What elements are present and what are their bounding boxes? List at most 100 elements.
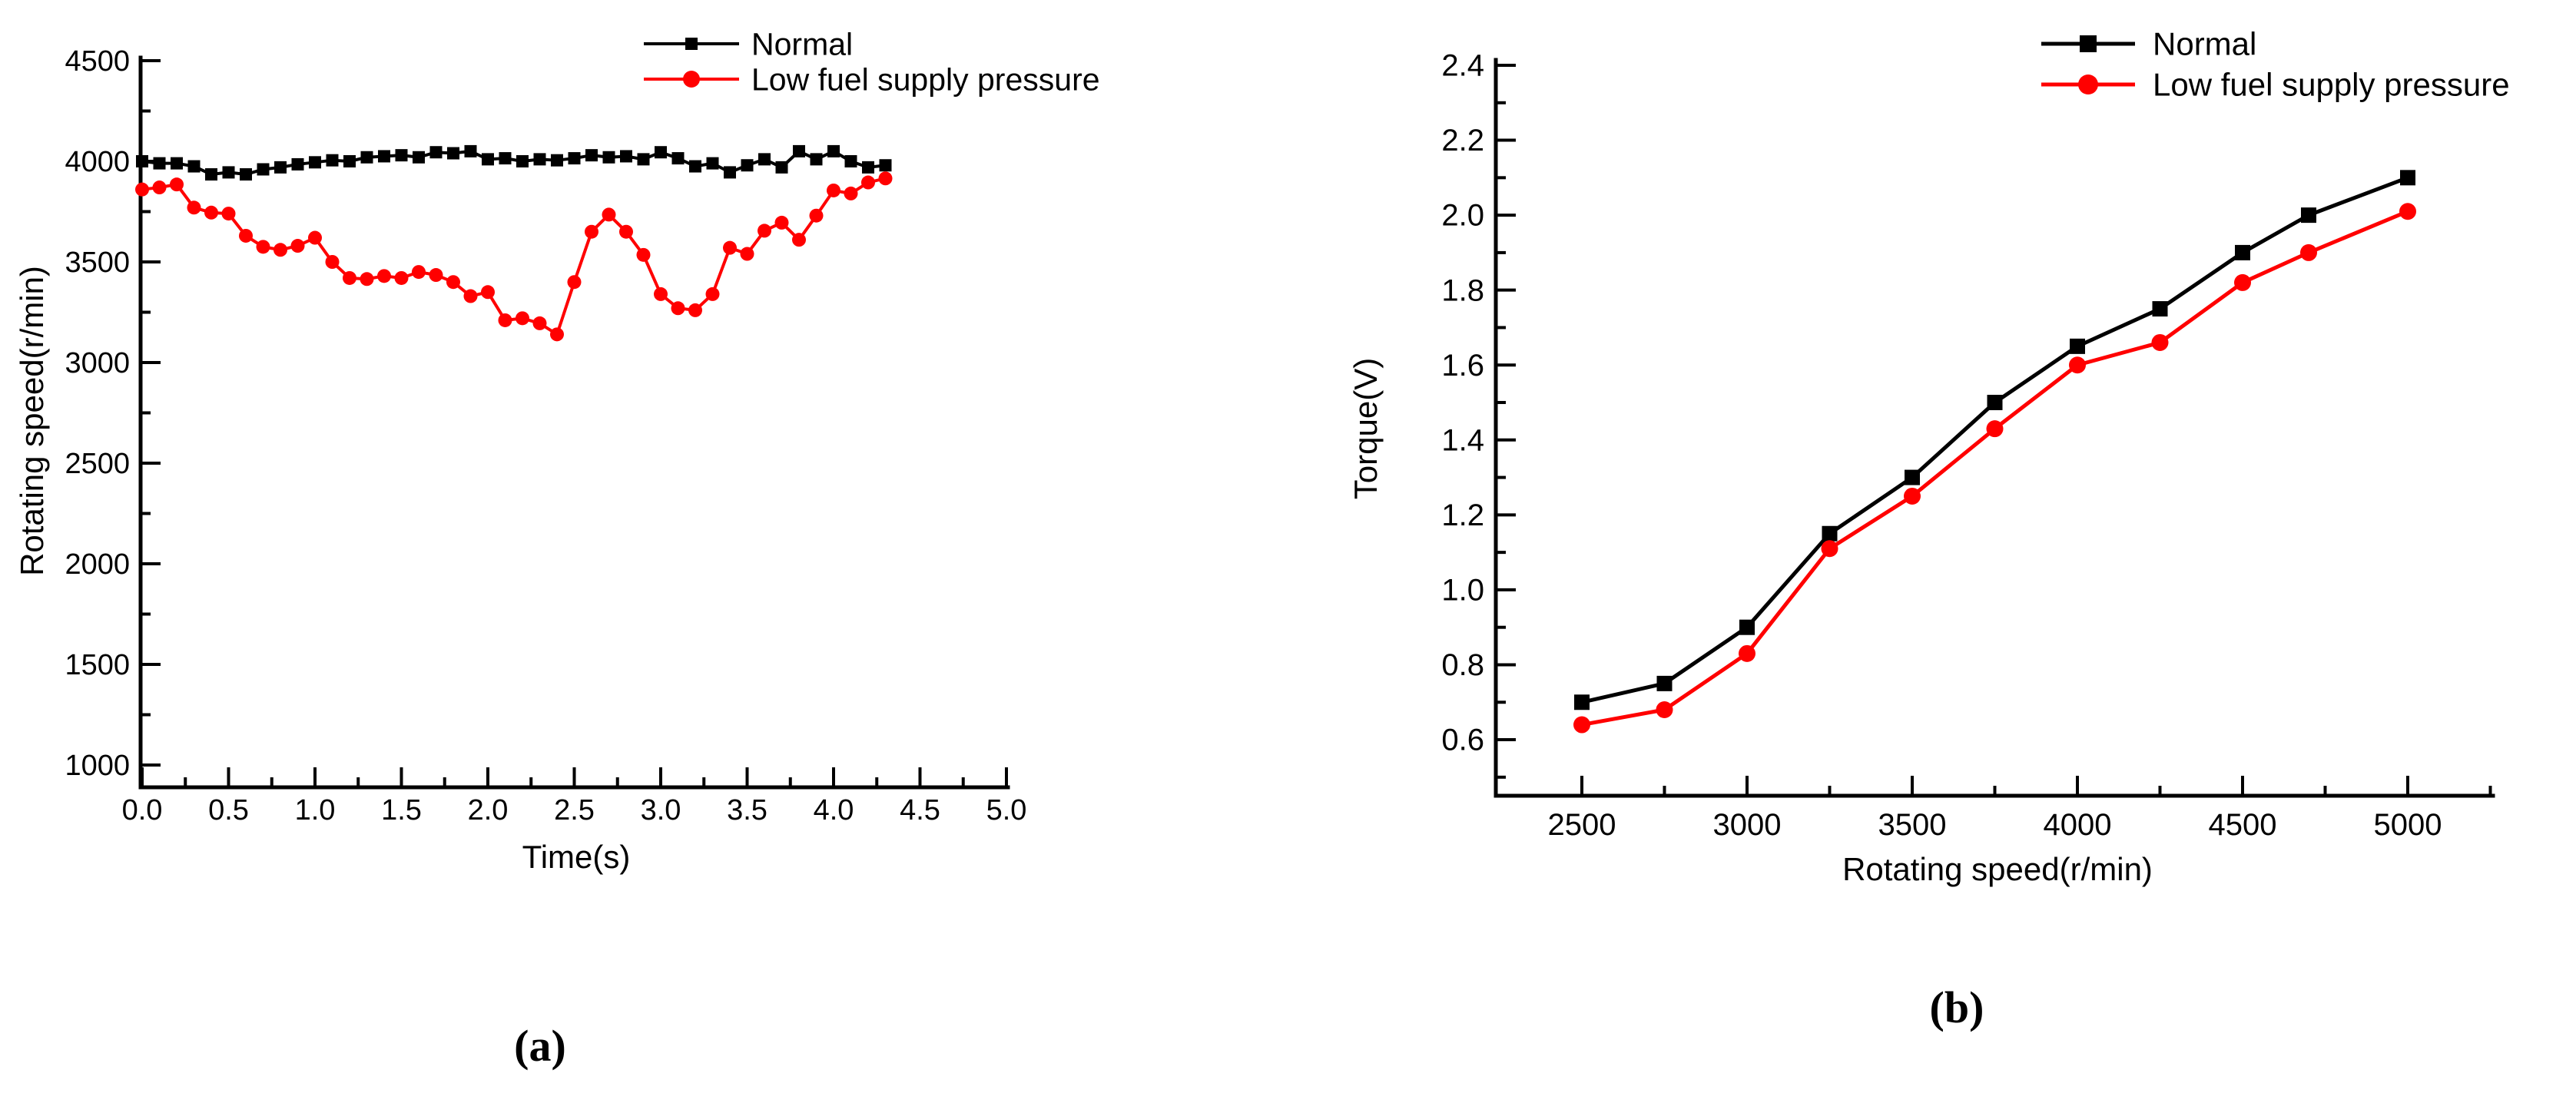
panel-a-x-axis-title: Time(s) [522,839,631,875]
panel-a-marker-circle-low-fuel-supply-pressure [290,239,305,253]
panel-a-marker-circle-low-fuel-supply-pressure [256,240,270,254]
panel-a-marker-square-normal [257,163,270,176]
panel-b-marker-square-normal [1905,469,1920,485]
panel-a-marker-square-normal [326,154,339,167]
panel-a-legend-label-normal: Normal [751,26,853,61]
panel-a-x-tick-label: 0.5 [208,794,249,826]
panel-a-marker-square-normal [551,154,563,167]
panel-a-marker-circle-low-fuel-supply-pressure [187,200,201,215]
panel-b-marker-square-normal [1574,694,1590,710]
panel-b-marker-square-normal [1656,675,1673,691]
panel-a-marker-square-normal [343,155,356,167]
panel-a-marker-square-normal [724,166,736,179]
panel-a-marker-circle-low-fuel-supply-pressure [325,255,340,269]
panel-a-x-tick-label: 1.0 [295,794,336,826]
panel-b-marker-square-normal [1987,395,2003,411]
panel-a-x-tick-label: 4.0 [814,794,854,826]
panel-a-x-tick-label: 2.5 [554,794,595,826]
panel-a-marker-square-normal [533,153,546,166]
panel-a-marker-square-normal [862,161,874,174]
panel-a-marker-circle-low-fuel-supply-pressure [135,182,149,197]
panel-a-marker-square-normal [810,153,823,166]
panel-a-marker-square-normal [153,157,166,170]
panel-a-x-tick-label: 0.0 [122,794,163,826]
panel-a-marker-circle-low-fuel-supply-pressure [723,240,737,255]
panel-a-marker-square-normal [758,153,771,166]
panel-b-y-tick-label: 1.4 [1441,423,1484,457]
panel-a-x-tick-label: 1.5 [381,794,422,826]
panel-a-marker-square-normal [844,155,857,167]
panel-a-marker-circle-low-fuel-supply-pressure [429,268,443,283]
panel-a-marker-circle-low-fuel-supply-pressure [844,186,858,200]
panel-a-y-tick-label: 2000 [65,548,130,581]
panel-b-x-tick-label: 2500 [1548,808,1616,842]
panel-a-marker-square-normal [602,151,615,164]
panel-a-marker-circle-low-fuel-supply-pressure [585,224,598,239]
panel-b-y-tick-label: 2.4 [1441,49,1484,83]
panel-a-y-tick-label: 1000 [65,750,130,782]
panel-b-marker-square-normal [2152,301,2168,317]
panel-a-marker-square-normal [395,149,408,162]
panel-a-marker-circle-low-fuel-supply-pressure [221,207,236,221]
panel-b-y-axis-title: Torque(V) [1348,357,1384,500]
panel-a-marker-square-normal [568,152,581,165]
panel-a-caption: (a) [514,1021,566,1071]
panel-b-y-tick-label: 0.8 [1441,648,1484,682]
panel-a-series-line-low-fuel-supply-pressure [141,177,886,336]
panel-a-marker-circle-low-fuel-supply-pressure [170,177,184,192]
panel-a-y-tick-label: 3500 [65,247,130,279]
panel-a-x-tick-label: 3.0 [641,794,681,826]
panel-b-marker-square-normal [2235,244,2250,260]
panel-b-series-line-normal [1581,176,2409,704]
panel-b-marker-square-normal [2301,207,2316,224]
panel-a-marker-square-normal [827,144,840,157]
panel-a-marker-circle-low-fuel-supply-pressure [688,303,702,317]
panel-a-marker-square-normal [499,152,512,165]
panel-b-caption: (b) [1929,982,1984,1032]
panel-a-marker-square-normal [689,160,701,173]
panel-a-marker-square-normal [360,151,373,164]
panel-a-marker-circle-low-fuel-supply-pressure [636,247,651,262]
panel-a-y-tick-label: 4500 [65,45,130,78]
panel-a-marker-circle-low-fuel-supply-pressure [758,224,771,238]
panel-b-x-axis-title: Rotating speed(r/min) [1842,851,2153,887]
panel-a-marker-square-normal [741,159,754,172]
panel-a-marker-circle-low-fuel-supply-pressure [567,275,582,290]
panel-a-marker-square-normal [671,152,685,165]
panel-b-y-tick-label: 1.8 [1441,273,1484,307]
panel-b-legend-label-low-fuel-supply-pressure: Low fuel supply pressure [2153,67,2510,103]
panel-a-marker-square-normal [482,153,494,166]
panel-a-marker-square-normal [464,144,477,157]
panel-a-marker-circle-low-fuel-supply-pressure [239,228,253,243]
panel-a-x-tick-label: 4.5 [900,794,940,826]
panel-a-marker-square-normal [516,155,529,167]
panel-a-marker-circle-low-fuel-supply-pressure [809,208,824,223]
panel-a-y-tick-label: 1500 [65,649,130,681]
panel-a-x-tick-label: 3.5 [727,794,767,826]
panel-b-y-tick-label: 2.0 [1441,199,1484,233]
panel-b-series-line-low-fuel-supply-pressure [1581,209,2409,727]
panel-a-marker-square-normal [222,166,235,179]
panel-b-y-tick-label: 2.2 [1441,124,1484,157]
panel-a-marker-square-normal [205,168,217,181]
panel-a-legend-marker-circle [683,71,700,88]
panel-a-marker-circle-low-fuel-supply-pressure [446,275,460,290]
panel-b-marker-circle-low-fuel-supply-pressure [2234,273,2251,291]
panel-b-marker-circle-low-fuel-supply-pressure [1821,540,1838,558]
panel-a-marker-square-normal [620,150,632,163]
panel-b-y-tick-label: 0.6 [1441,724,1484,757]
panel-a-y-tick-label: 3000 [65,347,130,379]
panel-a-marker-circle-low-fuel-supply-pressure [463,289,478,303]
panel-a-marker-circle-low-fuel-supply-pressure [878,171,893,186]
panel-a-marker-square-normal [171,157,183,170]
panel-a-marker-square-normal [187,160,201,173]
panel-a-marker-circle-low-fuel-supply-pressure [671,301,685,316]
panel-a-marker-circle-low-fuel-supply-pressure [308,230,322,245]
panel-a-marker-circle-low-fuel-supply-pressure [619,224,633,239]
panel-b-marker-square-normal [1822,525,1838,542]
panel-a-marker-circle-low-fuel-supply-pressure [740,247,754,261]
panel-b-legend-marker-circle [2078,75,2098,94]
panel-a-marker-square-normal [706,157,719,170]
